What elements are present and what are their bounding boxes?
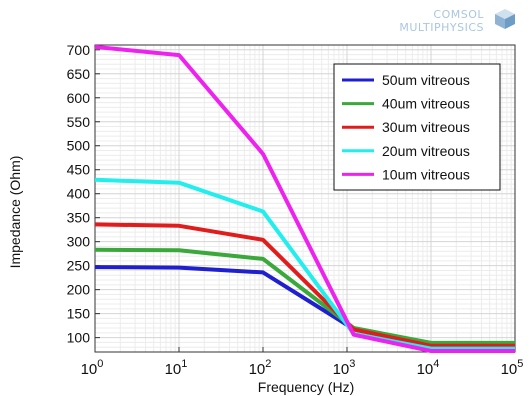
x-tick-label: 100 [81, 358, 104, 378]
y-tick-label: 550 [67, 114, 91, 130]
x-tick-label: 101 [165, 358, 188, 378]
y-tick-label: 650 [67, 66, 91, 82]
y-tick-label: 250 [67, 258, 91, 274]
series-line-3 [94, 177, 515, 351]
legend-label: 10um vitreous [382, 166, 470, 182]
legend-label: 20um vitreous [382, 143, 470, 159]
y-tick-label: 700 [67, 42, 91, 58]
x-tick-label: 102 [249, 358, 272, 378]
plot-area [94, 44, 516, 353]
y-tick-label: 100 [67, 330, 91, 346]
series-line-4 [94, 44, 515, 353]
legend-label: 50um vitreous [382, 72, 470, 88]
x-tick-label: 103 [333, 358, 356, 378]
legend: 50um vitreous 40um vitreous 30um vitreous 2… [333, 63, 501, 191]
series-line-1 [94, 247, 515, 345]
x-axis-label: Frequency (Hz) [258, 379, 354, 395]
legend-label: 30um vitreous [382, 119, 470, 135]
x-tick-label: 104 [417, 358, 440, 378]
minor-grid [95, 45, 515, 352]
comsol-logo: COMSOL MULTIPHYSICS [372, 4, 522, 38]
series-lines [94, 44, 515, 353]
y-tick-label: 150 [67, 306, 91, 322]
y-tick-label: 350 [67, 210, 91, 226]
y-tick-label: 200 [67, 282, 91, 298]
series-line-2 [94, 222, 515, 348]
y-tick-label: 300 [67, 234, 91, 250]
y-tick-label: 500 [67, 138, 91, 154]
y-axis: 100 150 200 250 300 350 400 450 500 550 600 650 700 [67, 42, 100, 346]
legend-label: 40um vitreous [382, 96, 470, 112]
logo-text-line1: COMSOL [433, 8, 484, 21]
y-tick-label: 450 [67, 162, 91, 178]
y-tick-label: 600 [67, 90, 91, 106]
logo-text-line2: MULTIPHYSICS [399, 21, 484, 34]
y-axis-label: Impedance (Ohm) [7, 156, 23, 269]
cube-icon [495, 9, 515, 29]
y-tick-label: 400 [67, 186, 91, 202]
x-tick-label: 105 [501, 358, 524, 378]
